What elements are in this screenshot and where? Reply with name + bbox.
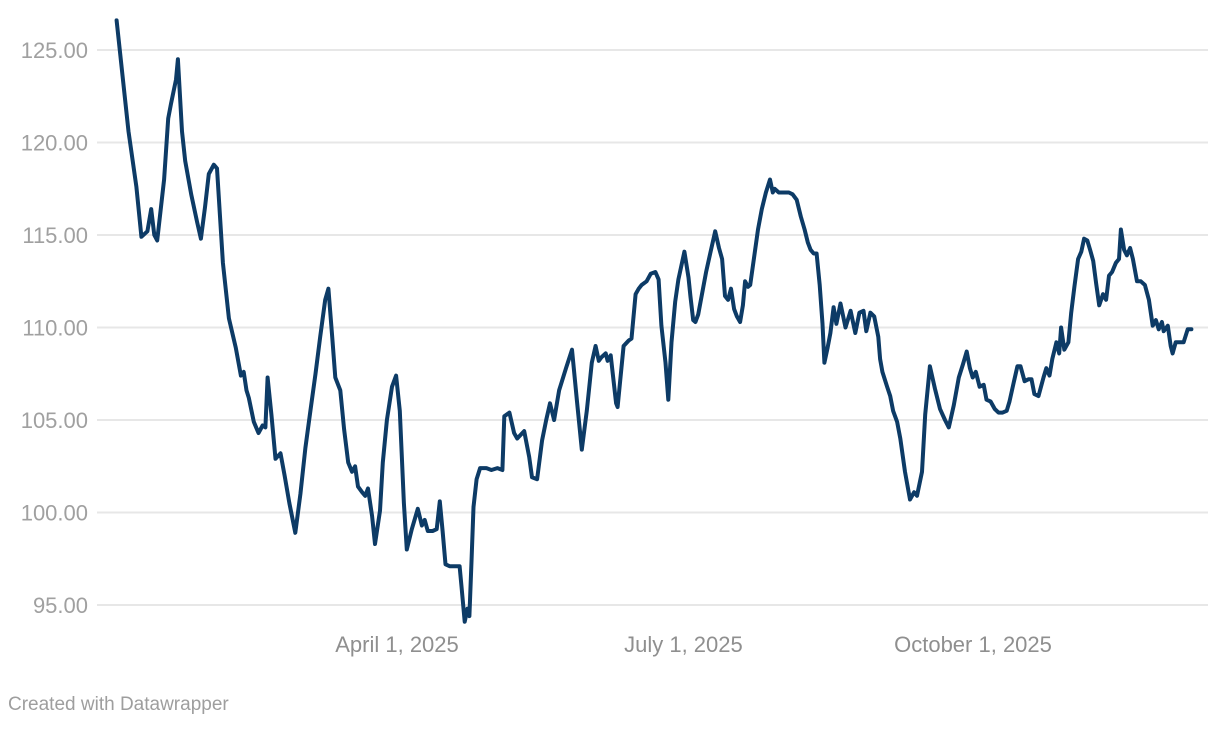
datawrapper-attribution-link[interactable]: Created with Datawrapper: [8, 694, 229, 715]
x-axis-labels: April 1, 2025 July 1, 2025 October 1, 2025: [335, 632, 1052, 657]
y-tick-label-95.00: 95.00: [33, 593, 88, 618]
x-tick-label-july-1-2025: July 1, 2025: [624, 632, 743, 657]
x-tick-label-april-1-2025: April 1, 2025: [335, 632, 459, 657]
y-tick-label-105.00: 105.00: [21, 408, 88, 433]
y-tick-label-120.00: 120.00: [21, 131, 88, 156]
series-line: [114, 18, 1194, 624]
y-tick-label-125.00: 125.00: [21, 38, 88, 63]
y-tick-label-100.00: 100.00: [21, 501, 88, 526]
y-tick-label-115.00: 115.00: [22, 223, 88, 248]
y-axis-labels: 125.00 120.00 115.00 110.00 105.00 100.00 95.0…: [21, 38, 88, 618]
x-tick-label-october-1-2025: October 1, 2025: [894, 632, 1052, 657]
y-tick-label-110.00: 110.00: [22, 316, 88, 341]
gridlines: [97, 49, 1208, 606]
